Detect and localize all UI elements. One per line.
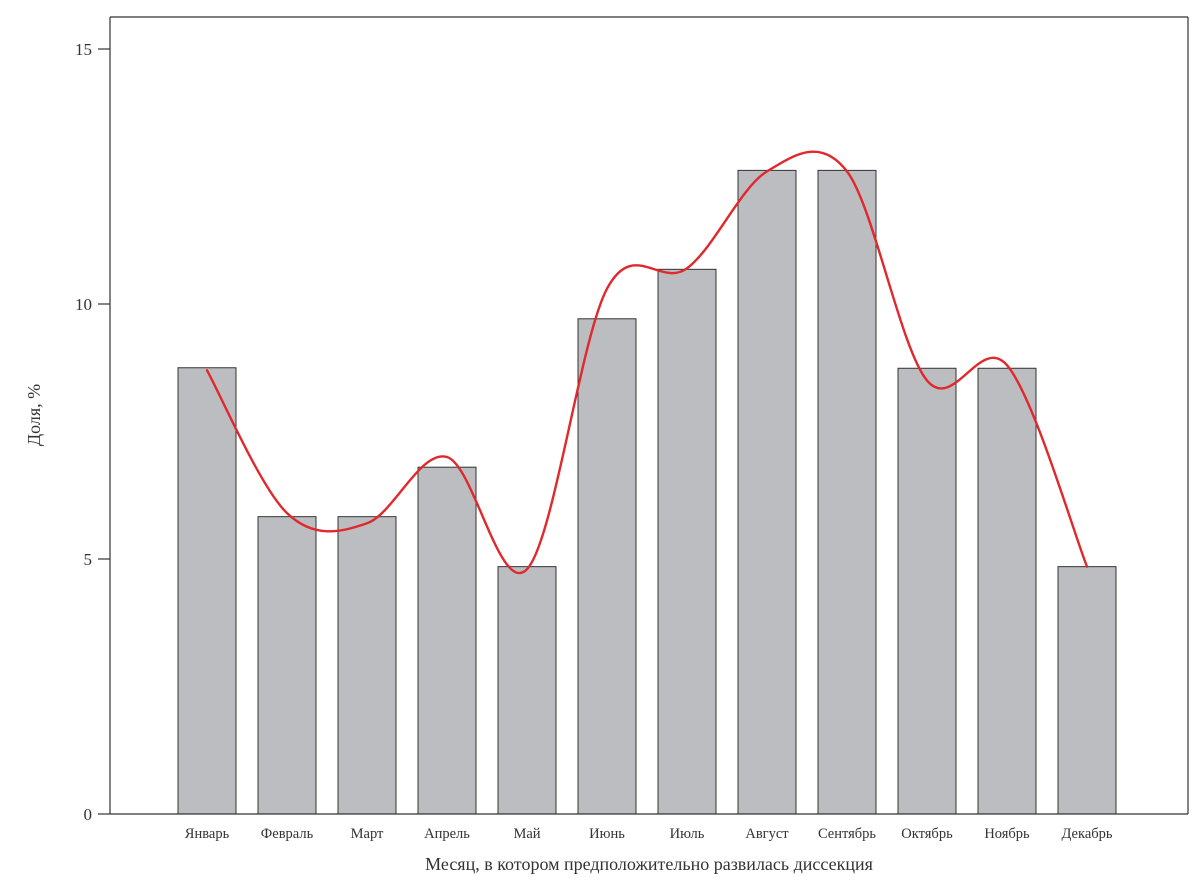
bar-8	[737, 169, 797, 815]
x-tick-label-3: Март	[351, 826, 384, 842]
x-labels-group: Январь Февраль Март Апрель Май Июнь Июль Август…	[185, 826, 1113, 842]
axes-group	[109, 16, 1189, 815]
bar-2	[257, 516, 317, 815]
y-tick-label-15: 15	[75, 40, 92, 59]
x-tick-label-11: Ноябрь	[984, 826, 1030, 842]
x-tick-label-9: Сентябрь	[818, 826, 876, 842]
bar-12	[1057, 566, 1117, 815]
trend-line	[205, 150, 1089, 574]
y-tick-label-10: 10	[75, 295, 92, 314]
x-tick-label-2: Февраль	[261, 826, 314, 842]
bar-1	[177, 367, 237, 815]
bar-5	[497, 566, 557, 815]
x-tick-label-1: Январь	[185, 826, 230, 842]
x-tick-label-12: Декабрь	[1061, 826, 1112, 842]
y-ticks-group: 0 5 10 15	[75, 40, 110, 824]
bar-9	[817, 169, 877, 815]
x-tick-label-4: Апрель	[424, 826, 470, 842]
bar-7	[657, 268, 717, 815]
bars-group	[177, 169, 1117, 815]
x-tick-label-5: Май	[513, 826, 540, 842]
y-axis-title: Доля, %	[24, 384, 44, 446]
y-tick-label-0: 0	[84, 805, 93, 824]
x-tick-label-10: Октябрь	[901, 826, 953, 842]
bar-3	[337, 516, 397, 815]
x-tick-label-6: Июнь	[589, 826, 625, 842]
x-tick-label-8: Август	[745, 826, 789, 842]
y-tick-label-5: 5	[84, 550, 93, 569]
x-axis-title: Месяц, в котором предположительно развил…	[425, 854, 873, 874]
x-tick-label-7: Июль	[670, 826, 705, 842]
bar-10	[897, 367, 957, 815]
bar-11	[977, 367, 1037, 815]
bar-6	[577, 318, 637, 815]
bar-4	[417, 466, 477, 815]
